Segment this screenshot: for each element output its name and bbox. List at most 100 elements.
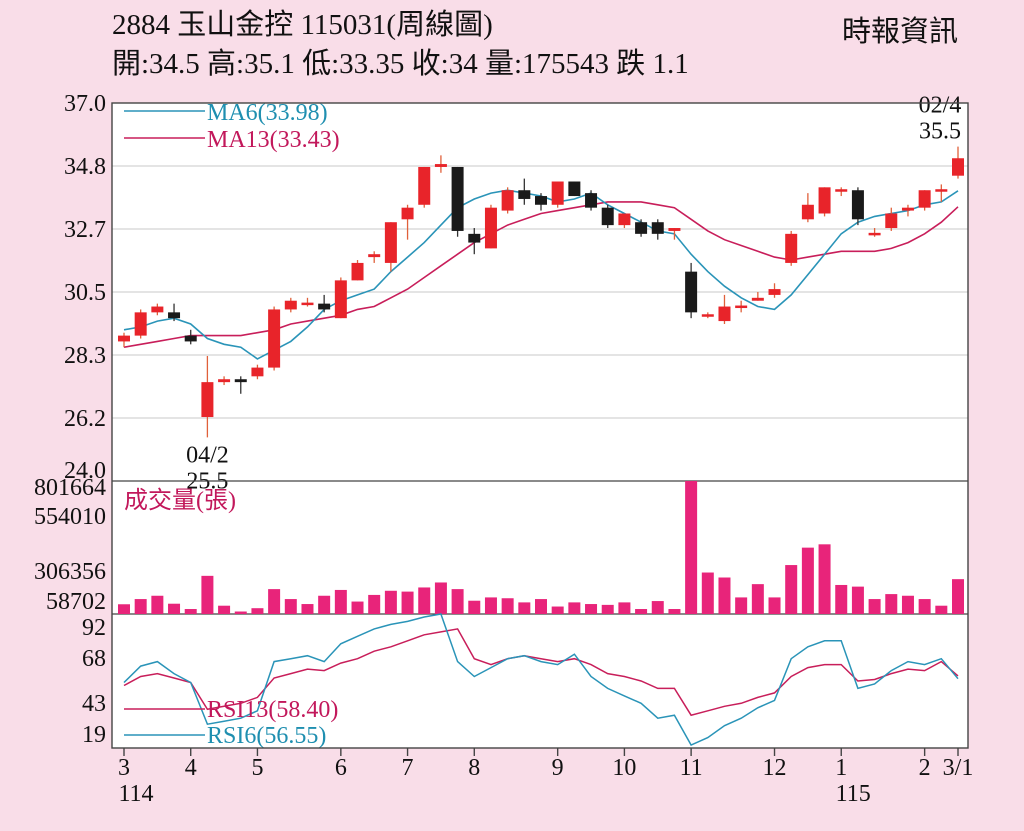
- rsi13-line: [123, 628, 959, 717]
- candle-body: [585, 193, 598, 208]
- candlestick: [868, 228, 881, 237]
- volume-bar: [701, 572, 714, 614]
- volume-bar: [218, 605, 231, 614]
- candlestick: [851, 187, 864, 226]
- price-tick-label: 30.5: [64, 280, 106, 306]
- candlestick: [935, 184, 948, 202]
- candle-body: [401, 207, 414, 220]
- x-axis-month-label: 5: [251, 755, 263, 781]
- volume-bar: [535, 599, 547, 614]
- candle-body: [251, 367, 264, 377]
- candle-body: [284, 300, 297, 310]
- candle-body: [535, 196, 547, 205]
- legend-label-ma6: MA6(33.98): [207, 100, 328, 126]
- volume-bar: [751, 584, 764, 614]
- candlestick: [918, 190, 931, 211]
- rsi-tick-label: 92: [82, 615, 106, 641]
- x-axis-month-label: 7: [402, 755, 414, 781]
- volume-bar: [284, 599, 297, 614]
- candlestick: [668, 228, 681, 240]
- candlestick: [801, 193, 814, 223]
- volume-bar: [935, 605, 948, 614]
- volume-tick-label: 306356: [34, 559, 106, 585]
- candlestick: [518, 178, 531, 205]
- candle-body: [901, 207, 914, 211]
- candle-body: [935, 189, 948, 192]
- candle-body: [785, 233, 798, 263]
- volume-bar: [551, 606, 564, 614]
- candle-body: [835, 189, 848, 192]
- candle-body: [418, 166, 431, 205]
- legend-label-ma13: MA13(33.43): [207, 127, 340, 153]
- x-axis-month-label: 4: [185, 755, 197, 781]
- high-annotation-value: 35.5: [919, 119, 961, 145]
- candlestick: [118, 332, 130, 348]
- volume-bar: [735, 597, 748, 614]
- candlestick: [585, 190, 598, 211]
- candle-body: [668, 228, 681, 231]
- volume-bar: [685, 481, 698, 614]
- candle-body: [201, 382, 214, 418]
- volume-bar: [134, 599, 147, 614]
- candlestick: [334, 277, 347, 319]
- volume-bar: [251, 608, 264, 614]
- low-annotation-date: 04/2: [186, 442, 229, 468]
- volume-bar: [851, 586, 864, 614]
- volume-bar: [334, 589, 347, 614]
- candle-body: [601, 207, 614, 226]
- candle-body: [468, 233, 481, 243]
- candlestick: [151, 303, 164, 316]
- volume-bar: [168, 603, 181, 614]
- legend-label-rsi13: RSI13(58.40): [207, 697, 338, 723]
- candlestick: [735, 300, 748, 313]
- candlestick: [468, 228, 481, 255]
- x-axis-month-label: 9: [552, 755, 564, 781]
- x-axis-month-label: 10: [612, 755, 636, 781]
- candlestick: [718, 294, 731, 324]
- x-axis-month-label: 11: [680, 755, 703, 781]
- price-tick-label: 34.8: [64, 154, 106, 180]
- volume-bar: [318, 595, 331, 614]
- volume-bar: [518, 602, 531, 614]
- candle-body: [751, 297, 764, 301]
- candlestick: [218, 376, 231, 386]
- volume-bar: [268, 589, 281, 614]
- volume-tick-label: 58702: [46, 589, 106, 615]
- candle-body: [551, 181, 564, 205]
- volume-bar: [868, 599, 881, 614]
- candle-body: [268, 309, 281, 368]
- price-tick-label: 37.0: [64, 91, 106, 117]
- candlestick: [785, 230, 798, 266]
- candlestick: [651, 219, 664, 240]
- volume-bar: [451, 589, 464, 614]
- candlestick: [268, 306, 281, 371]
- x-axis-year-label: 115: [836, 781, 871, 807]
- candle-body: [434, 164, 447, 167]
- volume-bar: [901, 595, 914, 614]
- price-tick-label: 26.2: [64, 406, 106, 432]
- volume-bar: [151, 595, 164, 614]
- volume-bar: [718, 577, 731, 614]
- candlestick: [318, 294, 331, 313]
- x-axis-year-label: 114: [118, 781, 153, 807]
- volume-bar: [618, 602, 631, 614]
- volume-bar: [785, 565, 798, 614]
- candlestick: [751, 292, 764, 301]
- candle-body: [718, 306, 731, 322]
- candle-body: [134, 312, 147, 336]
- candlestick: [535, 193, 547, 211]
- volume-bar: [952, 592, 964, 614]
- candle-body: [568, 181, 581, 197]
- candlestick: [184, 329, 197, 345]
- rsi-tick-label: 43: [82, 691, 106, 717]
- x-axis-month-label: 6: [335, 755, 347, 781]
- volume-tick-label: 554010: [34, 504, 106, 530]
- volume-bar: [201, 575, 214, 614]
- candlestick: [384, 222, 397, 272]
- candle-body: [918, 190, 931, 208]
- volume-bar: [484, 597, 497, 614]
- candlestick: [168, 303, 181, 322]
- volume-bar: [384, 590, 397, 614]
- volume-bar: [585, 604, 598, 614]
